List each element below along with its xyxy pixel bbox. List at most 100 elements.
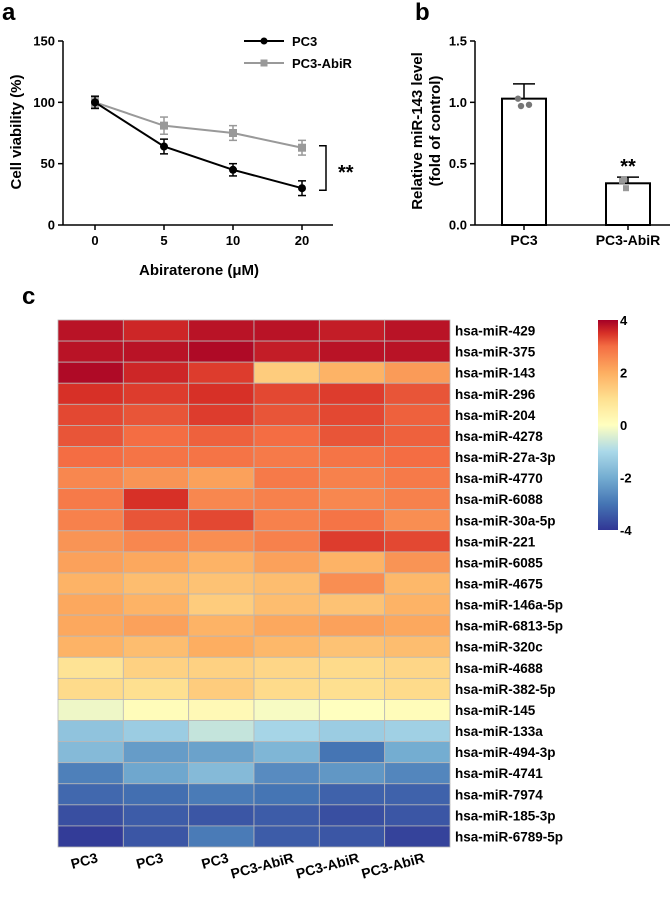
panel-a-point-pc3 bbox=[91, 98, 99, 107]
heatmap-cell bbox=[57, 762, 124, 785]
heatmap-cell bbox=[384, 572, 451, 595]
heatmap-cell bbox=[122, 488, 190, 511]
heatmap-row-label: hsa-miR-185-3p bbox=[455, 808, 556, 823]
panel-a-x-tick-label: 5 bbox=[160, 233, 167, 248]
heatmap-cell bbox=[122, 614, 190, 637]
heatmap-cell bbox=[253, 509, 320, 532]
heatmap-cell bbox=[122, 530, 190, 553]
panel-a-point-pc3 bbox=[298, 184, 306, 193]
heatmap-cell bbox=[318, 804, 386, 827]
heatmap-cell bbox=[122, 783, 190, 806]
heatmap-cell bbox=[318, 446, 386, 468]
heatmap-cell bbox=[57, 614, 124, 637]
panel-b-letter: b bbox=[415, 0, 430, 26]
heatmap-cell bbox=[384, 635, 451, 658]
panel-a-y-tick-label: 150 bbox=[33, 34, 55, 49]
heatmap-cell bbox=[122, 635, 190, 658]
panel-a-significance-label: ** bbox=[338, 162, 354, 184]
heatmap-cell bbox=[253, 446, 320, 468]
heatmap-cell bbox=[188, 804, 255, 827]
heatmap-row-label: hsa-miR-4675 bbox=[455, 577, 543, 592]
heatmap-cell bbox=[188, 382, 255, 405]
heatmap-cell bbox=[253, 467, 320, 490]
heatmap-cell bbox=[188, 825, 255, 848]
heatmap-cell bbox=[122, 340, 190, 363]
heatmap-cell bbox=[188, 783, 255, 806]
heatmap-cell bbox=[57, 403, 124, 426]
heatmap-cell bbox=[188, 635, 255, 658]
heatmap-cell bbox=[253, 635, 320, 658]
heatmap-cell bbox=[188, 762, 255, 785]
heatmap-cell bbox=[384, 783, 451, 806]
heatmap-cell bbox=[57, 572, 124, 595]
heatmap-cell bbox=[57, 509, 124, 532]
heatmap-cell bbox=[384, 762, 451, 785]
heatmap-cell bbox=[122, 509, 190, 532]
heatmap-cell bbox=[57, 593, 124, 616]
heatmap-cell bbox=[384, 467, 451, 490]
panel-a-y-tick-label: 0 bbox=[48, 218, 55, 233]
panel-a-x-tick-label: 20 bbox=[295, 233, 309, 248]
heatmap-cell bbox=[318, 403, 386, 426]
heatmap-cell bbox=[57, 340, 124, 363]
heatmap-cell bbox=[384, 720, 451, 743]
heatmap-cell bbox=[122, 804, 190, 827]
heatmap-cell bbox=[57, 635, 124, 658]
heatmap-row-label: hsa-miR-6789-5p bbox=[455, 829, 563, 844]
heatmap-cell bbox=[253, 614, 320, 637]
heatmap-cell bbox=[57, 804, 124, 827]
heatmap-cell bbox=[318, 509, 386, 532]
heatmap-cell bbox=[318, 488, 386, 511]
heatmap-cell bbox=[318, 467, 386, 490]
heatmap-row-label: hsa-miR-4770 bbox=[455, 471, 543, 486]
heatmap-column-label: PC3 bbox=[134, 849, 165, 872]
heatmap-row-label: hsa-miR-6813-5p bbox=[455, 619, 563, 634]
heatmap-row-label: hsa-miR-6088 bbox=[455, 492, 543, 507]
heatmap-row-label: hsa-miR-145 bbox=[455, 703, 536, 718]
panel-a-y-tick-label: 100 bbox=[33, 95, 55, 110]
panel-b-y-tick-label: 0.0 bbox=[449, 218, 467, 233]
heatmap-cell bbox=[384, 424, 451, 447]
heatmap-cell bbox=[253, 699, 320, 721]
heatmap-cell bbox=[188, 319, 255, 342]
heatmap-cell bbox=[253, 361, 320, 384]
heatmap-cell bbox=[384, 593, 451, 616]
heatmap-cell bbox=[253, 488, 320, 511]
heatmap-row-label: hsa-miR-296 bbox=[455, 387, 536, 402]
heatmap-cell bbox=[253, 572, 320, 595]
heatmap-cell bbox=[384, 804, 451, 827]
heatmap-row-label: hsa-miR-6085 bbox=[455, 555, 543, 570]
heatmap-cell bbox=[188, 509, 255, 532]
heatmap-cell bbox=[122, 762, 190, 785]
heatmap-row-label: hsa-miR-494-3p bbox=[455, 745, 556, 760]
heatmap-cell bbox=[253, 741, 320, 764]
legend-marker-pc3 bbox=[260, 37, 268, 45]
heatmap-cell bbox=[188, 614, 255, 637]
heatmap-cell bbox=[318, 551, 386, 574]
heatmap-row-label: hsa-miR-133a bbox=[455, 724, 543, 739]
heatmap-cell bbox=[188, 572, 255, 595]
colorbar-tick-label: 4 bbox=[620, 313, 628, 328]
heatmap-cell bbox=[122, 699, 190, 721]
heatmap-cell bbox=[122, 825, 190, 848]
panel-a-significance-bracket bbox=[319, 144, 327, 191]
heatmap-row-label: hsa-miR-4278 bbox=[455, 429, 543, 444]
heatmap-cell bbox=[122, 656, 190, 679]
heatmap-cell bbox=[318, 741, 386, 764]
heatmap-column-label: PC3-AbiR bbox=[360, 849, 427, 881]
heatmap-cell bbox=[384, 340, 451, 363]
panel-a-series-line-pc3-abir bbox=[94, 101, 303, 149]
legend-label-pc3: PC3 bbox=[292, 34, 317, 49]
heatmap-cell bbox=[122, 446, 190, 468]
heatmap-cell bbox=[253, 656, 320, 679]
heatmap-cell bbox=[122, 382, 190, 405]
heatmap-cell bbox=[384, 551, 451, 574]
heatmap-cell bbox=[188, 741, 255, 764]
heatmap-cell bbox=[188, 340, 255, 363]
heatmap-cell bbox=[384, 530, 451, 553]
heatmap-cell bbox=[318, 825, 386, 848]
heatmap-row-label: hsa-miR-146a-5p bbox=[455, 598, 563, 613]
heatmap-cell bbox=[188, 720, 255, 743]
heatmap-cell bbox=[253, 804, 320, 827]
heatmap-row-label: hsa-miR-4741 bbox=[455, 766, 543, 781]
